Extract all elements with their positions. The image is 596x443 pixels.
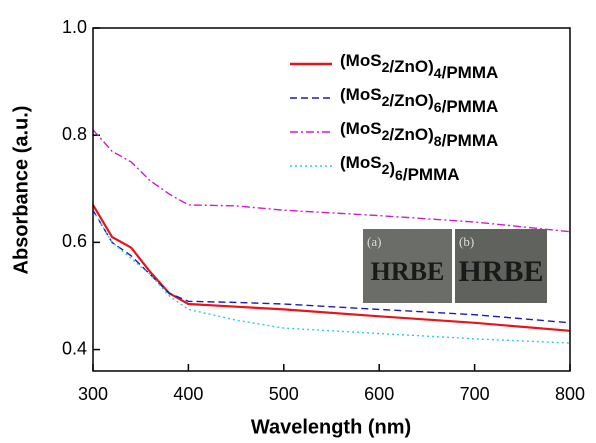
inset-photo: [363, 229, 452, 303]
inset-photo: [455, 229, 547, 303]
x-tick-label: 500: [269, 384, 299, 404]
data-line: [92, 129, 571, 233]
y-tick-label: 0.8: [62, 124, 87, 144]
legend-label: (MoS2)6/PMMA: [340, 153, 460, 184]
legend-label: (MoS2/ZnO)8/PMMA: [340, 119, 498, 150]
x-tick-label: 600: [364, 384, 394, 404]
y-tick-label: 0.6: [62, 231, 87, 251]
x-tick-label: 300: [78, 384, 108, 404]
inset-tag: (b): [459, 234, 474, 249]
legend-label: (MoS2/ZnO)4/PMMA: [340, 51, 498, 82]
y-axis-title: Absorbance (a.u.): [10, 106, 32, 275]
data-line: [92, 204, 571, 332]
x-tick-label: 400: [173, 384, 203, 404]
inset-text: HRBE: [458, 255, 543, 288]
y-tick-label: 1.0: [62, 17, 87, 37]
x-tick-label: 700: [460, 384, 490, 404]
plot-frame: [92, 27, 571, 372]
inset-text: HRBE: [371, 257, 445, 286]
y-tick-label: 0.4: [62, 338, 87, 358]
legend-label: (MoS2/ZnO)6/PMMA: [340, 85, 498, 116]
data-line: [92, 209, 571, 324]
x-tick-label: 800: [555, 384, 585, 404]
x-axis-title: Wavelength (nm): [251, 416, 411, 438]
inset-tag: (a): [367, 234, 381, 249]
